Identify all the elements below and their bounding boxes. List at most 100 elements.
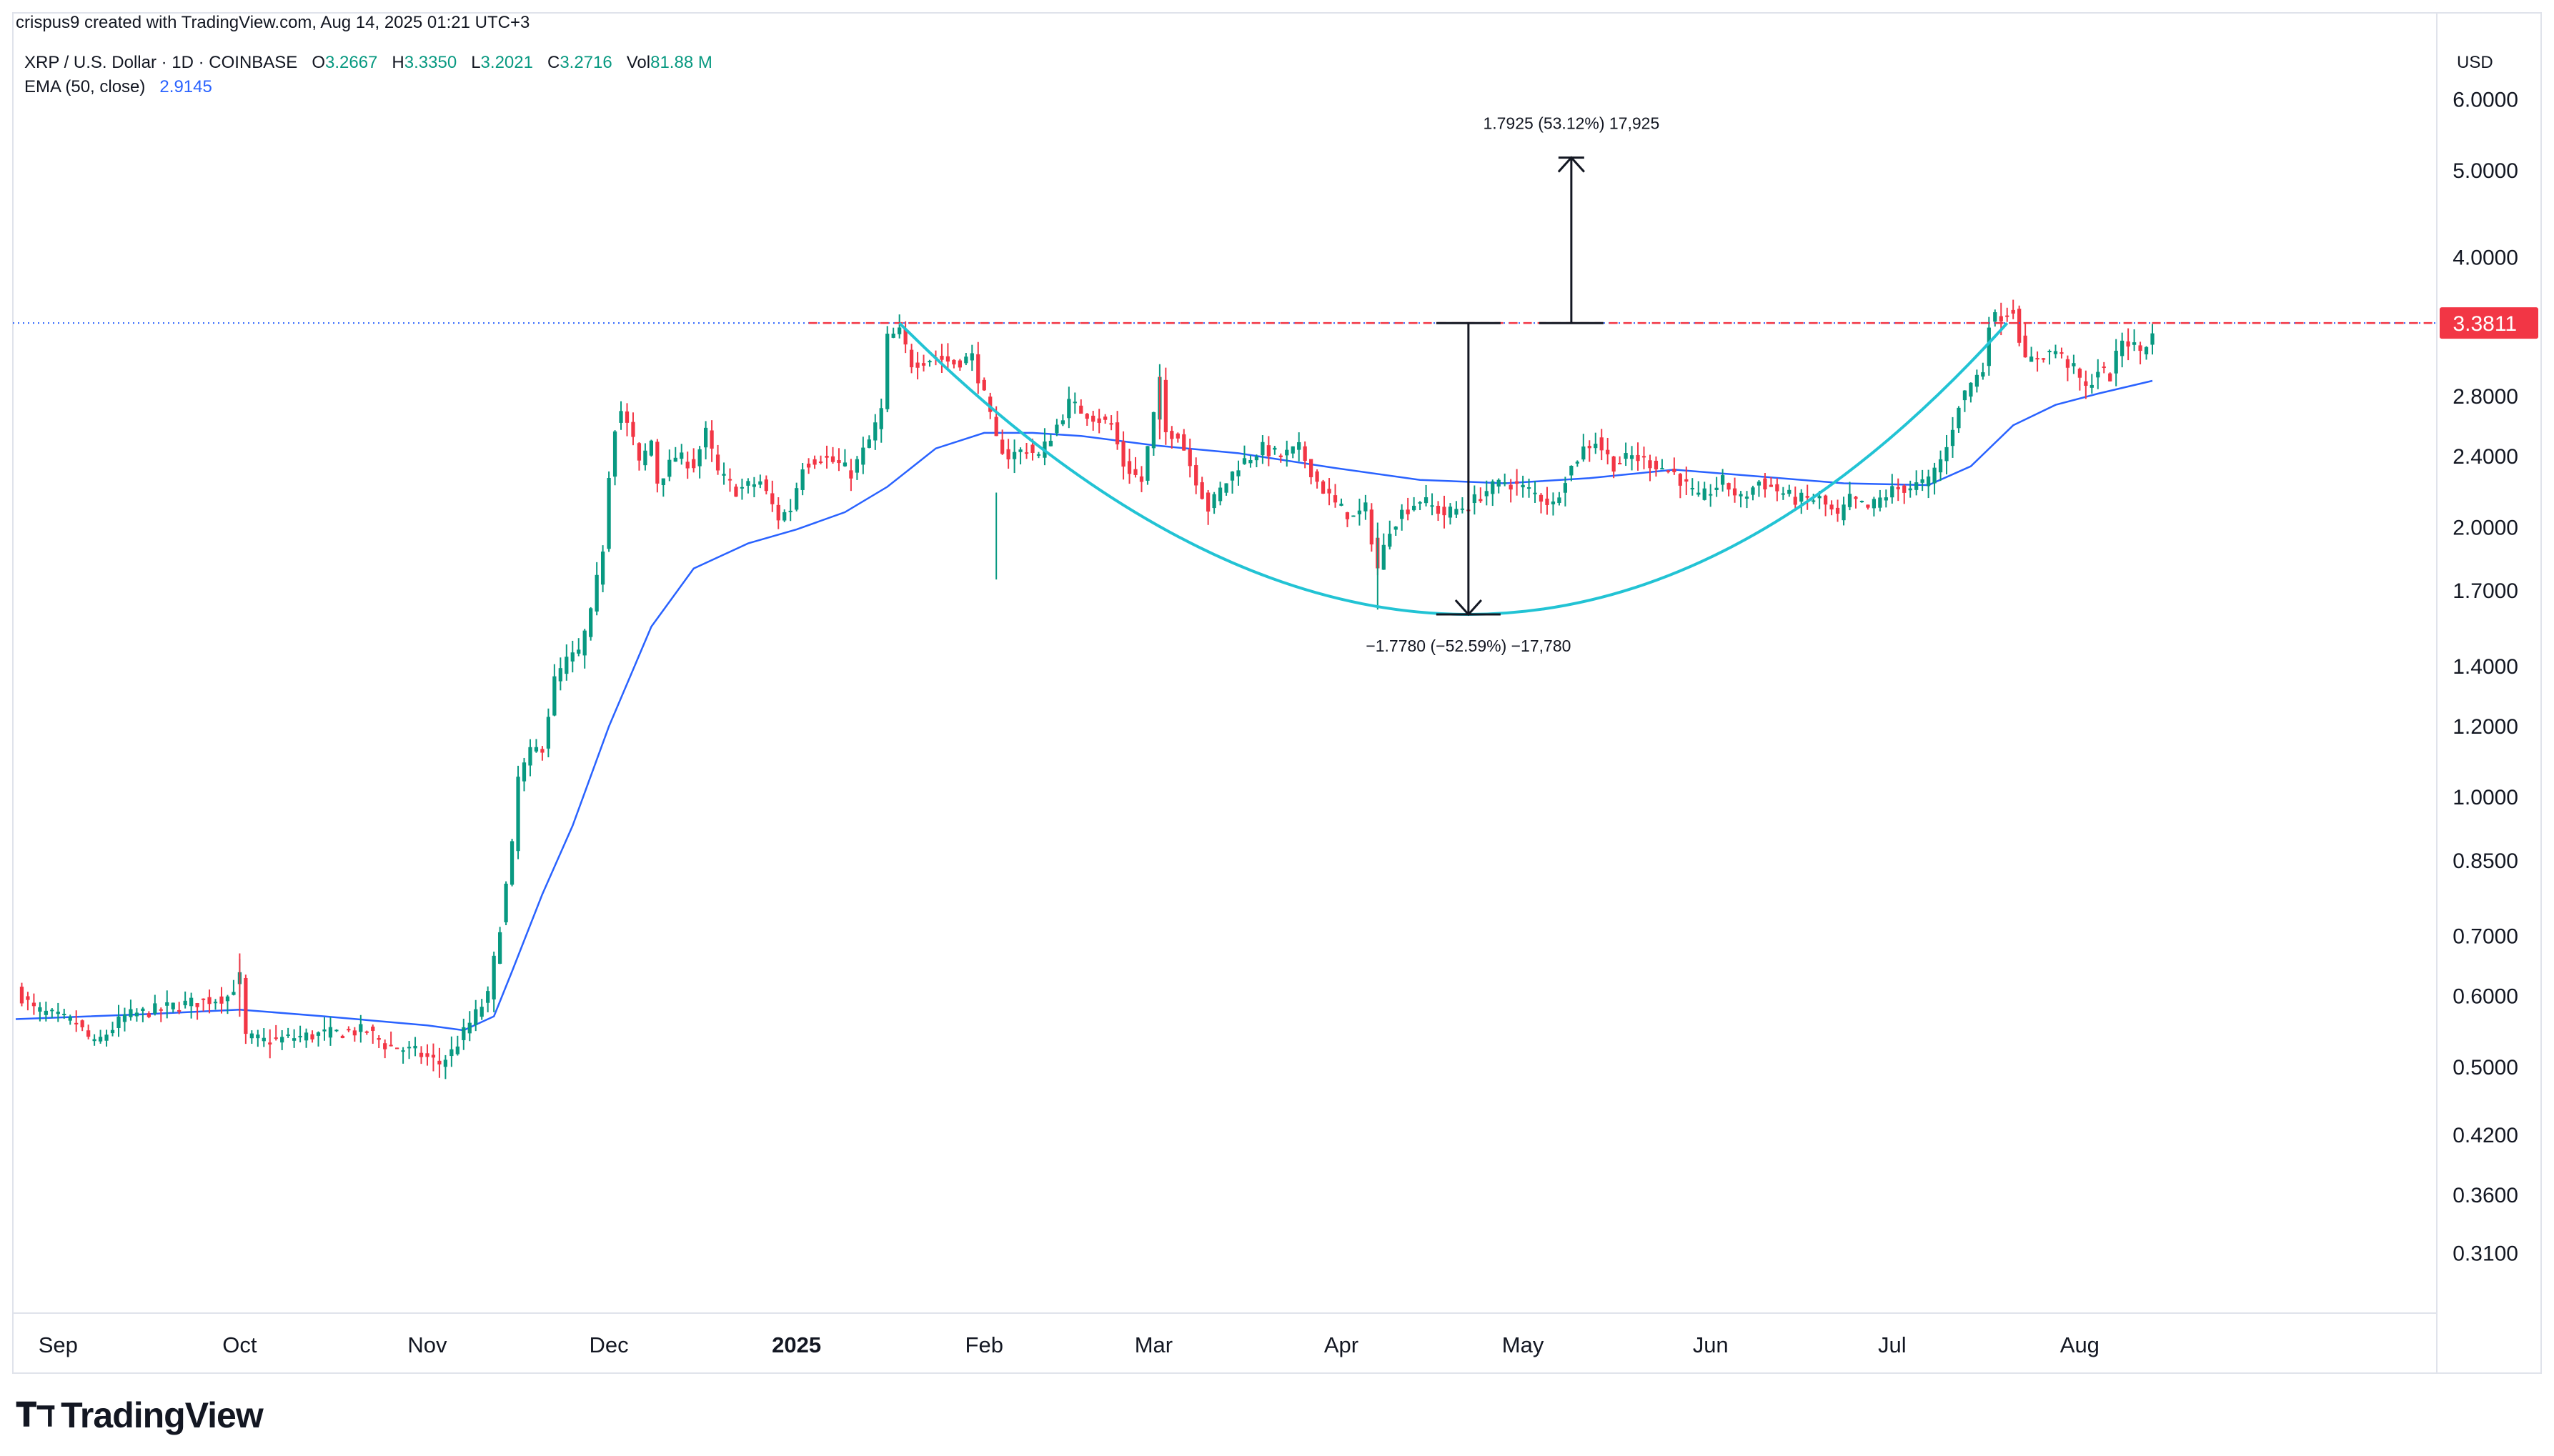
candle-body — [1751, 487, 1755, 495]
candle-body — [171, 1002, 175, 1009]
candle-body — [582, 630, 587, 656]
candle-body — [734, 487, 738, 497]
candle-body — [830, 456, 835, 462]
candle-body — [885, 334, 890, 409]
price-axis-tick-label: 1.4000 — [2453, 655, 2518, 679]
candle-body — [480, 1007, 484, 1017]
candle-body — [1926, 476, 1931, 487]
candle-body — [50, 1009, 54, 1012]
candle-body — [1030, 444, 1035, 453]
candle-body — [2053, 351, 2058, 354]
candle-body — [359, 1024, 363, 1032]
candle-body — [1127, 461, 1132, 474]
candle-body — [667, 459, 672, 477]
candle-body — [497, 932, 502, 964]
candle-body — [795, 488, 799, 510]
candle-body — [1266, 445, 1271, 457]
candle-body — [740, 487, 745, 489]
candle-body — [407, 1047, 412, 1049]
candle-body — [1854, 497, 1858, 499]
candle-body — [1884, 497, 1888, 501]
symbol-label[interactable]: XRP / U.S. Dollar · 1D · COINBASE — [24, 53, 298, 72]
candle-body — [2084, 381, 2088, 387]
candle-body — [395, 1047, 399, 1049]
candle-body — [1551, 501, 1556, 504]
candle-body — [1393, 527, 1398, 530]
price-axis-tick-label: 0.4200 — [2453, 1124, 2518, 1147]
candle-body — [1060, 420, 1065, 424]
candle-body — [2072, 363, 2076, 367]
candle-body — [1442, 507, 1446, 516]
candle-body — [153, 1003, 157, 1014]
low-value: 3.2021 — [480, 53, 533, 72]
candle-body — [752, 484, 757, 487]
candle-body — [328, 1027, 333, 1038]
candle-body — [1957, 407, 1961, 429]
candle-body — [1024, 452, 1029, 454]
candle-body — [1624, 453, 1628, 459]
candle-body — [1684, 479, 1689, 482]
candle-body — [1388, 534, 1392, 547]
candle-body — [86, 1030, 91, 1037]
time-axis-tick-label: Apr — [1324, 1332, 1358, 1357]
ema-label[interactable]: EMA (50, close) — [24, 77, 146, 96]
candle-body — [159, 1009, 163, 1011]
candle-body — [994, 417, 998, 437]
tradingview-logo[interactable]: 𝐓ℸ TradingView — [16, 1395, 264, 1436]
candle-body — [976, 354, 980, 384]
candle-body — [1163, 379, 1168, 432]
candle-body — [207, 997, 212, 1004]
candle-body — [1315, 471, 1319, 482]
candle-body — [1744, 497, 1749, 499]
candle-body — [1103, 417, 1108, 420]
candle-body — [1297, 442, 1301, 450]
candle-body — [788, 510, 792, 512]
currency-button[interactable]: USD — [2457, 53, 2493, 72]
candle-body — [2114, 350, 2118, 374]
candle-body — [958, 360, 962, 368]
volume-value: 81.88 M — [650, 53, 712, 72]
candle-body — [1182, 434, 1186, 451]
candle-body — [1599, 437, 1604, 451]
candle-body — [1805, 496, 1809, 498]
chart-frame — [12, 12, 2542, 1374]
ema-legend[interactable]: EMA (50, close) 2.9145 — [24, 77, 212, 97]
candle-body — [600, 552, 605, 585]
candle-body — [1812, 500, 1816, 502]
candle-body — [26, 996, 30, 1000]
candle-body — [437, 1060, 442, 1064]
candle-body — [1769, 484, 1774, 487]
candle-body — [2126, 341, 2130, 347]
candle-body — [898, 327, 902, 334]
candle-body — [800, 469, 805, 490]
candle-body — [1097, 418, 1101, 423]
candle-body — [1835, 507, 1840, 514]
tradingview-wordmark: TradingView — [61, 1395, 264, 1435]
price-axis-tick-label: 1.0000 — [2453, 786, 2518, 809]
drawings-layer: −1.7780 (−52.59%) −17,780 1.7925 (53.12%)… — [13, 114, 2437, 655]
price-axis-tick-label: 4.0000 — [2453, 246, 2518, 269]
candle-body — [909, 349, 914, 368]
candle-body — [1999, 316, 2003, 321]
candle-body — [1418, 502, 1422, 504]
candle-body — [2102, 367, 2106, 369]
price-axis-tick-label: 1.7000 — [2453, 579, 2518, 603]
candle-body — [940, 356, 944, 360]
price-axis-tick-label: 6.0000 — [2453, 88, 2518, 111]
candle-body — [1333, 495, 1338, 503]
candle-body — [2065, 359, 2070, 368]
ema-layer — [15, 379, 2153, 1032]
candle-body — [1823, 495, 1828, 505]
candle-body — [1914, 482, 1919, 490]
candle-body — [2132, 342, 2137, 345]
ohlc-legend[interactable]: XRP / U.S. Dollar · 1D · COINBASE O3.266… — [24, 53, 712, 73]
candle-body — [722, 474, 726, 476]
candle-body — [274, 1037, 278, 1039]
candle-body — [1491, 481, 1495, 494]
candle-body — [1611, 456, 1616, 472]
candle-body — [1981, 372, 1985, 377]
candle-body — [945, 356, 950, 362]
candle-body — [244, 977, 248, 1034]
candle-body — [1018, 449, 1023, 452]
